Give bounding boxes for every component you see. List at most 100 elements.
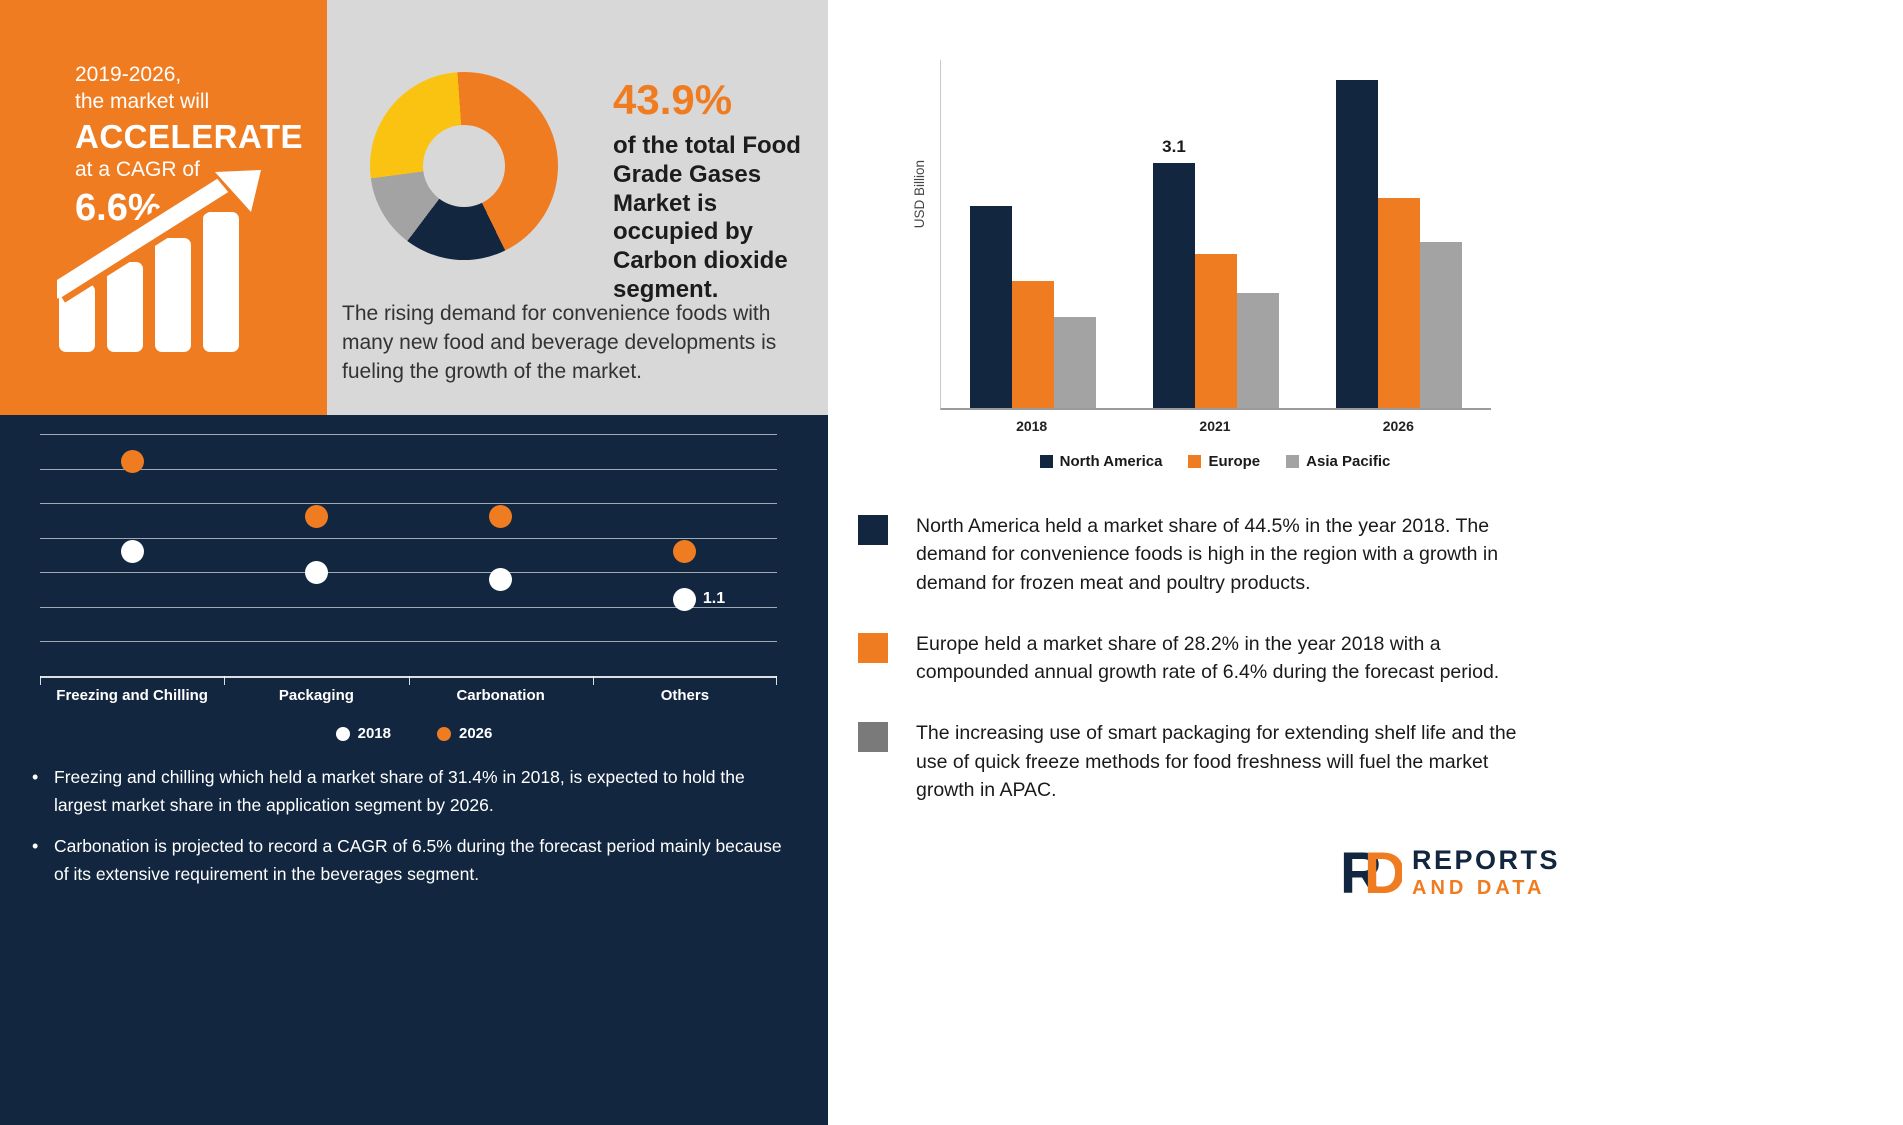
legend-label: Europe (1208, 453, 1261, 470)
bar-europe-2026 (1378, 198, 1421, 408)
donut-chart (370, 72, 558, 260)
dot-chart-gridline (40, 641, 777, 643)
cagr-accelerate: ACCELERATE (75, 117, 304, 155)
svg-text:R: R (1340, 845, 1382, 901)
cagr-line-years: 2019-2026, (75, 63, 182, 86)
x-axis-tick (776, 676, 777, 685)
region-panel: USD Billion 3.1 2018 2021 2026 North Ameri… (828, 0, 1903, 1125)
dot-chart-category-labels: Freezing and Chilling Packaging Carbonatio… (40, 687, 777, 704)
donut-headline: 43.9% of the total Food Grade Gases Mark… (613, 76, 825, 305)
application-bullet-freezing: Freezing and chilling which held a marke… (30, 763, 782, 819)
bar-chart-x-labels: 2018 2021 2026 (940, 418, 1490, 434)
donut-headline-value: 43.9% (613, 76, 733, 123)
legend-dot-2018 (335, 726, 350, 741)
region-bar-chart: 3.1 (940, 60, 1491, 410)
bar-europe-2018 (1011, 281, 1054, 408)
dot-2026-freezing-and-chilling (120, 450, 144, 474)
donut-headline-text: of the total Food Grade Gases Market is … (613, 132, 801, 303)
x-axis-label: 2021 (1199, 418, 1231, 434)
legend-item-2026: 2026 (437, 725, 492, 742)
donut-panel: 43.9% of the total Food Grade Gases Mark… (327, 0, 828, 415)
legend-swatch (1039, 455, 1053, 468)
market-growth-paragraph: The rising demand for convenience foods … (342, 302, 777, 383)
bar-north-america-2018 (969, 206, 1012, 408)
bullet-swatch (858, 515, 888, 545)
logo-text-reports: REPORTS (1412, 845, 1561, 876)
dot-chart-gridline (40, 434, 777, 435)
svg-text:D: D (1364, 845, 1402, 901)
dot-chart-legend: 2018 2026 (0, 725, 828, 742)
region-bullet-0: North America held a market share of 44.… (858, 512, 1558, 597)
cagr-line-market: the market will (75, 89, 210, 113)
legend-item-europe: Europe (1188, 453, 1260, 470)
legend-label-2026: 2026 (459, 725, 493, 742)
legend-dot-2026 (437, 726, 451, 741)
x-axis-label: 2026 (1382, 418, 1414, 434)
x-axis-label: 2018 (1016, 418, 1048, 434)
bar-group-2026 (1308, 60, 1491, 408)
cagr-line-at: at a CAGR of (75, 158, 200, 181)
bar-asia-pacific-2026 (1420, 241, 1463, 408)
dot-2018-freezing-and-chilling (120, 540, 144, 564)
growth-chart-icon (57, 162, 267, 352)
bullet-text: Europe held a market share of 28.2% in t… (916, 632, 1500, 684)
dot-2018-packaging (304, 560, 328, 584)
logo-text-anddata: AND DATA (1412, 876, 1546, 899)
x-axis-tick (408, 676, 410, 685)
dot-chart-x-axis (40, 676, 777, 685)
bar-group-2018 (941, 60, 1124, 408)
legend-swatch (1188, 455, 1202, 468)
logo-mark-icon: R D (1340, 845, 1402, 901)
bullet-text: North America held a market share of 44.… (916, 515, 1499, 594)
category-label: Carbonation (456, 687, 545, 704)
category-label: Packaging (278, 687, 354, 704)
bar-asia-pacific-2021 (1236, 293, 1279, 408)
legend-item-asia-pacific: Asia Pacific (1286, 453, 1390, 470)
bar-asia-pacific-2018 (1053, 317, 1096, 408)
dot-chart-gridline (40, 468, 777, 470)
application-dot-chart: 1.1 (40, 434, 777, 676)
bar-chart-y-axis-label: USD Billion (912, 160, 927, 229)
legend-label: Asia Pacific (1306, 453, 1391, 470)
legend-swatch (1286, 455, 1300, 468)
application-panel: 1.1 Freezing and Chilling Packaging Carbon… (0, 415, 828, 1125)
legend-label: North America (1059, 453, 1163, 470)
application-bullet-carbonation: Carbonation is projected to record a CAG… (30, 832, 782, 888)
dot-chart-gridline (40, 503, 777, 505)
bullet-swatch (858, 632, 888, 663)
x-axis-tick (592, 676, 594, 685)
dot-2018-others (673, 588, 697, 612)
region-bullet-list: North America held a market share of 44.… (858, 512, 1558, 804)
legend-item-north-america: North America (1039, 453, 1163, 470)
donut-hole (423, 125, 505, 207)
region-bullet-2: The increasing use of smart packaging fo… (858, 719, 1558, 804)
legend-label-2018: 2018 (357, 725, 391, 742)
reports-and-data-logo: R D REPORTS AND DATA (1340, 845, 1560, 901)
category-label: Others (660, 687, 710, 704)
dot-2026-carbonation (489, 505, 513, 529)
x-axis-tick (40, 676, 41, 685)
bar-north-america-2026 (1336, 79, 1379, 408)
bar-europe-2021 (1194, 253, 1237, 408)
dot-chart-gridline (40, 606, 777, 608)
cagr-text-block: 2019-2026, the market will ACCELERATE at… (75, 62, 303, 231)
x-axis-tick (224, 676, 226, 685)
logo-text-block: REPORTS AND DATA (1412, 845, 1561, 900)
dot-value-label: 1.1 (702, 589, 726, 607)
bar-north-america-2021: 3.1 (1152, 137, 1195, 408)
dot-chart-gridline (40, 572, 777, 574)
legend-item-2018: 2018 (335, 725, 391, 742)
dot-2026-packaging (304, 505, 328, 529)
cagr-panel: 2019-2026, the market will ACCELERATE at… (0, 0, 327, 415)
dot-2026-others (673, 540, 697, 564)
application-bullet-list: Freezing and chilling which held a marke… (30, 763, 782, 901)
region-bullet-1: Europe held a market share of 28.2% in t… (858, 630, 1558, 687)
bullet-swatch (858, 722, 888, 753)
dot-2018-carbonation (489, 567, 513, 591)
bar-chart-legend: North America Europe Asia Pacific (940, 453, 1490, 470)
category-label: Freezing and Chilling (56, 687, 208, 704)
bullet-text: The increasing use of smart packaging fo… (916, 722, 1517, 801)
dot-chart-gridline (40, 537, 777, 539)
bar-value-label: 3.1 (1162, 136, 1186, 156)
